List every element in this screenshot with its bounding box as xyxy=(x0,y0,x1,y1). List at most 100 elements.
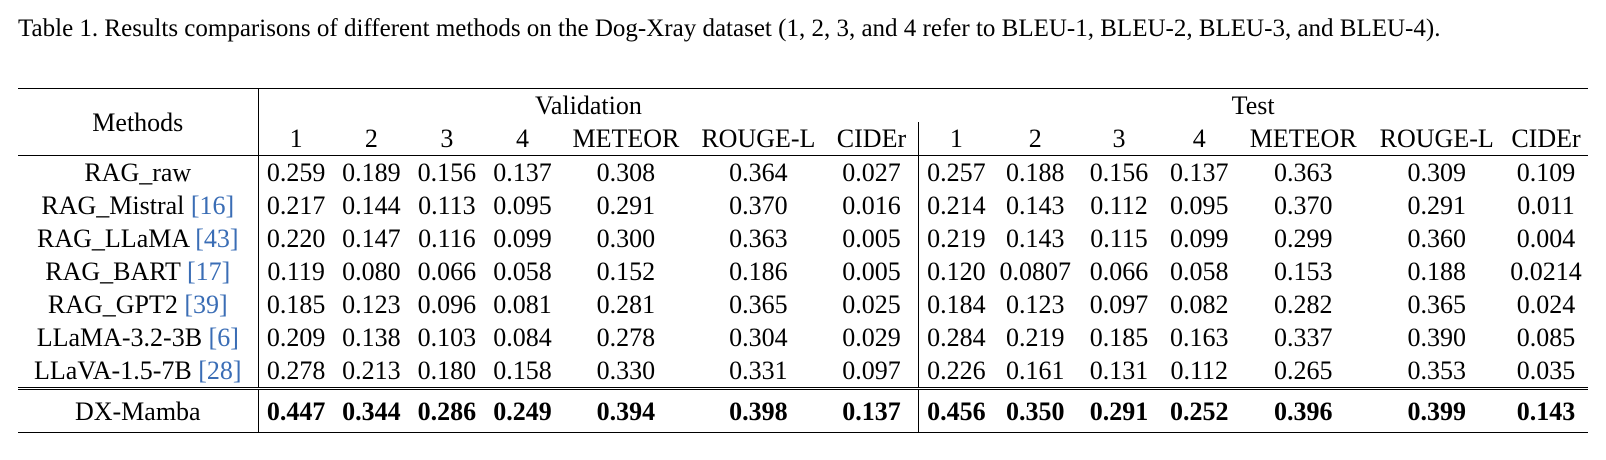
col-header: ROUGE-L xyxy=(691,122,826,156)
test-cell: 0.226 xyxy=(917,354,994,389)
col-header: CIDEr xyxy=(1503,122,1588,156)
val-cell: 0.066 xyxy=(417,257,477,286)
test-cell: 0.095 xyxy=(1169,191,1229,220)
val-cell: 0.027 xyxy=(842,158,901,187)
val-cell: 0.209 xyxy=(257,321,334,354)
val-cell: 0.189 xyxy=(342,158,401,187)
test-cell: 0.282 xyxy=(1273,290,1333,319)
val-cell: 0.363 xyxy=(729,224,788,253)
val-cell: 0.217 xyxy=(257,189,334,222)
test-cell: 0.265 xyxy=(1273,356,1333,385)
col-header: 3 xyxy=(409,122,485,156)
test-cell: 0.396 xyxy=(1237,387,1370,433)
val-cell: 0.005 xyxy=(842,257,901,286)
test-cell: 0.363 xyxy=(1273,158,1333,187)
test-cell: 0.123 xyxy=(1005,290,1065,319)
test-cell: 0.143 xyxy=(1005,191,1065,220)
col-header: METEOR xyxy=(1237,122,1370,156)
col-header: 1 xyxy=(917,122,994,156)
val-cell: 0.084 xyxy=(493,323,552,352)
test-cell: 0.257 xyxy=(917,155,994,189)
citation-link[interactable]: [16] xyxy=(190,191,235,220)
val-cell: 0.080 xyxy=(342,257,401,286)
citation-link[interactable]: [17] xyxy=(186,257,231,286)
test-cell: 0.360 xyxy=(1407,224,1466,253)
val-cell: 0.286 xyxy=(409,387,485,433)
test-cell: 0.390 xyxy=(1407,323,1466,352)
results-table: Methods Validation Test 1 2 3 4 METEOR R… xyxy=(18,88,1588,433)
test-cell: 0.137 xyxy=(1169,158,1229,187)
test-cell: 0.456 xyxy=(917,387,994,433)
val-cell: 0.137 xyxy=(825,387,919,433)
test-cell: 0.291 xyxy=(1076,387,1162,433)
test-cell: 0.035 xyxy=(1516,356,1576,385)
method-label: LLaMA-3.2-3B xyxy=(36,323,209,352)
test-cell: 0.353 xyxy=(1407,356,1466,385)
test-cell: 0.109 xyxy=(1516,158,1576,187)
val-cell: 0.370 xyxy=(729,191,788,220)
method-label: RAG_raw xyxy=(84,158,192,187)
method-name: LLaMA-3.2-3B [6] xyxy=(18,321,258,354)
col-header: 1 xyxy=(257,122,334,156)
test-group-header: Test xyxy=(918,88,1588,122)
val-cell: 0.058 xyxy=(493,257,552,286)
header-row-groups: Methods Validation Test xyxy=(18,88,1588,156)
test-cell: 0.0807 xyxy=(999,257,1071,286)
test-cell: 0.185 xyxy=(1089,323,1149,352)
table-row: LLaVA-1.5-7B [28] 0.278 0.213 0.180 0.15… xyxy=(18,354,1588,389)
val-cell: 0.180 xyxy=(417,356,477,385)
test-cell: 0.184 xyxy=(917,288,994,321)
method-name: RAG_Mistral [16] xyxy=(18,189,258,222)
caption-text: Results comparisons of different methods… xyxy=(104,15,1441,42)
caption-label: Table 1. xyxy=(18,15,99,42)
method-name-ours: DX-Mamba xyxy=(18,387,259,433)
col-header: 4 xyxy=(1161,122,1237,156)
test-cell: 0.120 xyxy=(917,255,994,288)
val-cell: 0.025 xyxy=(842,290,901,319)
test-cell: 0.115 xyxy=(1090,224,1148,253)
test-cell: 0.299 xyxy=(1273,224,1333,253)
test-cell: 0.284 xyxy=(917,321,994,354)
method-label: RAG_BART xyxy=(45,257,187,286)
val-cell: 0.185 xyxy=(257,288,334,321)
header-row-metrics: 1 2 3 4 METEOR ROUGE-L CIDEr 1 2 3 4 MET… xyxy=(18,122,1588,156)
val-cell: 0.394 xyxy=(560,387,692,433)
col-header: ROUGE-L xyxy=(1369,122,1504,156)
val-cell: 0.158 xyxy=(493,356,552,385)
table-row-ours: DX-Mamba 0.447 0.344 0.286 0.249 0.394 0… xyxy=(18,387,1588,433)
val-cell: 0.331 xyxy=(729,356,788,385)
methods-header: Methods xyxy=(18,88,259,156)
val-cell: 0.300 xyxy=(596,224,656,253)
test-cell: 0.097 xyxy=(1089,290,1149,319)
val-cell: 0.029 xyxy=(842,323,901,352)
test-cell: 0.188 xyxy=(1407,257,1466,286)
test-cell: 0.143 xyxy=(1005,224,1065,253)
test-cell: 0.370 xyxy=(1273,191,1333,220)
test-cell: 0.011 xyxy=(1517,191,1575,220)
val-cell: 0.281 xyxy=(596,290,656,319)
test-cell: 0.214 xyxy=(917,189,994,222)
citation-link[interactable]: [6] xyxy=(208,323,239,352)
test-cell: 0.024 xyxy=(1516,290,1576,319)
val-cell: 0.364 xyxy=(729,158,788,187)
val-cell: 0.123 xyxy=(342,290,401,319)
method-label: RAG_Mistral xyxy=(41,191,191,220)
val-cell: 0.213 xyxy=(342,356,401,385)
test-cell: 0.112 xyxy=(1090,191,1148,220)
col-header: 4 xyxy=(484,122,561,156)
table-row: RAG_GPT2 [39] 0.185 0.123 0.096 0.081 0.… xyxy=(18,288,1588,321)
col-header: 2 xyxy=(993,122,1077,156)
method-name: RAG_GPT2 [39] xyxy=(18,288,258,321)
val-cell: 0.116 xyxy=(418,224,476,253)
test-cell: 0.291 xyxy=(1407,191,1466,220)
method-label: RAG_LLaMA xyxy=(37,224,196,253)
method-name: LLaVA-1.5-7B [28] xyxy=(18,354,258,389)
method-name: RAG_LLaMA [43] xyxy=(18,222,258,255)
val-cell: 0.220 xyxy=(257,222,334,255)
method-name: RAG_BART [17] xyxy=(18,255,258,288)
test-cell: 0.161 xyxy=(1005,356,1065,385)
citation-link[interactable]: [39] xyxy=(184,290,228,319)
val-cell: 0.137 xyxy=(493,158,552,187)
citation-link[interactable]: [28] xyxy=(198,356,242,385)
citation-link[interactable]: [43] xyxy=(195,224,239,253)
